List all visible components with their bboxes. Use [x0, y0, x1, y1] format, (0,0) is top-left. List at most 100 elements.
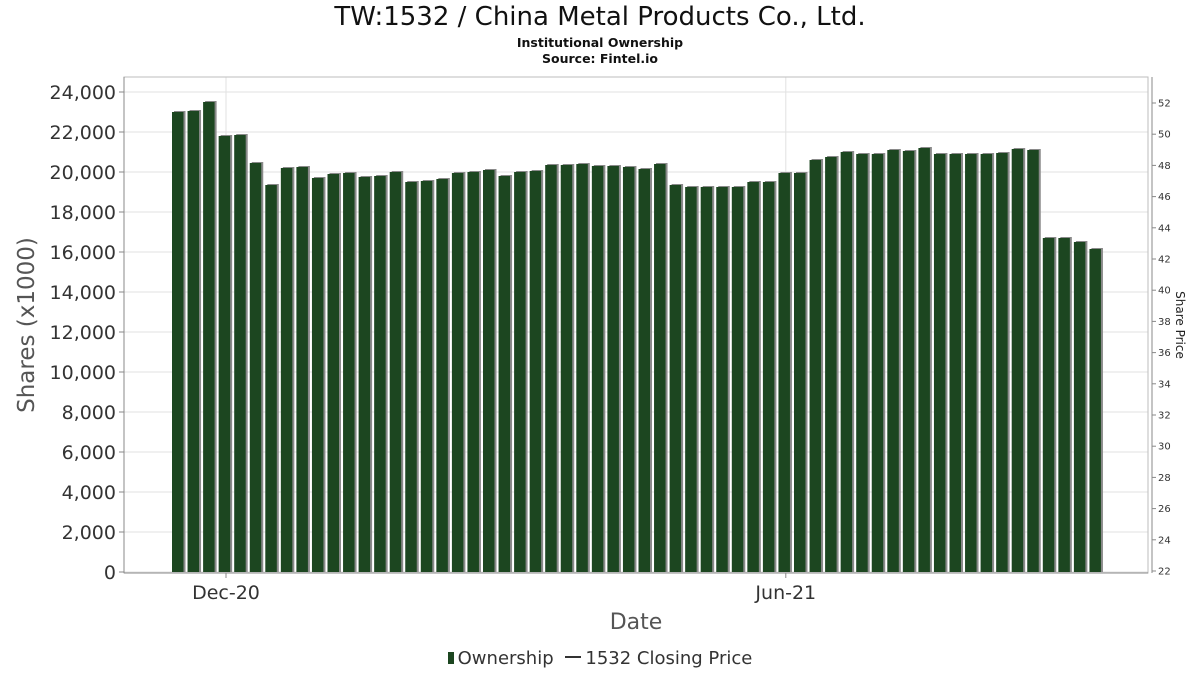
ownership-bar	[794, 173, 806, 572]
ownership-bar	[576, 164, 588, 572]
ownership-bar	[685, 187, 697, 572]
ownership-bar	[1027, 150, 1039, 572]
ownership-bar	[187, 111, 200, 572]
ownership-bar	[809, 160, 822, 572]
ownership-bar	[871, 154, 884, 572]
ownership-bar	[747, 182, 759, 572]
y2-tick-label: 48	[1158, 161, 1171, 172]
y2-tick-label: 36	[1158, 348, 1171, 359]
y2-tick-label: 32	[1158, 411, 1171, 422]
y-tick-label: 24,000	[50, 82, 116, 104]
y2-tick-label: 52	[1158, 99, 1171, 110]
ownership-bar	[498, 176, 511, 572]
y-tick-label: 2,000	[62, 522, 116, 544]
x-axis-title: Date	[610, 610, 663, 635]
y2-tick-label: 40	[1158, 286, 1171, 297]
ownership-bar	[420, 181, 433, 572]
chart-source: Source: Fintel.io	[542, 51, 658, 66]
y2-tick-label: 46	[1158, 192, 1171, 203]
y2-tick-label: 44	[1158, 223, 1171, 234]
y-tick-label: 0	[104, 562, 116, 584]
ownership-bar	[249, 163, 262, 572]
ownership-bar	[405, 182, 417, 572]
y2-tick-label: 38	[1158, 317, 1171, 328]
ownership-bar	[731, 187, 744, 572]
y-tick-label: 14,000	[50, 282, 116, 304]
ownership-bar	[545, 165, 557, 572]
ownership-bar	[825, 157, 837, 572]
legend-item-price[interactable]: 1532 Closing Price	[559, 648, 752, 669]
ownership-bar	[949, 154, 961, 572]
y-tick-label: 12,000	[50, 322, 116, 344]
y2-tick-label: 50	[1158, 130, 1171, 141]
ownership-bar	[778, 173, 790, 572]
ownership-bar	[560, 165, 573, 572]
ownership-bar	[1089, 249, 1101, 572]
ownership-bar	[840, 152, 853, 572]
y2-tick-label: 24	[1158, 535, 1171, 546]
ownership-bar	[887, 150, 899, 572]
ownership-bar	[716, 187, 728, 572]
ownership-bar	[591, 166, 604, 572]
y-tick-label: 20,000	[50, 162, 116, 184]
legend-label-ownership: Ownership	[457, 648, 554, 669]
ownership-bar	[622, 167, 635, 572]
ownership-bar	[374, 176, 386, 572]
legend-item-ownership[interactable]: Ownership	[447, 648, 554, 669]
ownership-bar	[654, 164, 666, 572]
y2-tick-label: 22	[1158, 567, 1171, 578]
ownership-bar	[638, 169, 650, 572]
ownership-bar	[436, 179, 448, 572]
chart-subtitle: Institutional Ownership	[516, 35, 684, 50]
ownership-bar	[203, 102, 215, 572]
ownership-bar	[234, 135, 246, 572]
ownership-bar	[514, 172, 526, 572]
ownership-bar	[856, 154, 868, 572]
ownership-bar	[933, 154, 946, 572]
x-tick-label: Dec-20	[192, 582, 260, 604]
ownership-bar	[327, 174, 339, 572]
ownership-bar	[918, 148, 930, 572]
y2-tick-label: 26	[1158, 504, 1171, 515]
ownership-bar	[529, 171, 542, 572]
ownership-bar	[980, 154, 993, 572]
ownership-bar	[467, 172, 479, 572]
y2-tick-label: 42	[1158, 255, 1171, 266]
ownership-bar	[358, 177, 371, 572]
ownership-bar	[280, 168, 293, 572]
y-tick-label: 22,000	[50, 122, 116, 144]
axes: 0 2,000 4,000 6,000 8,000 10,000 12,000 14,000 1…	[50, 77, 1171, 604]
x-tick-label: Jun-21	[754, 582, 816, 604]
y-tick-label: 6,000	[62, 442, 116, 464]
ownership-bar	[389, 172, 402, 572]
y-tick-label: 8,000	[62, 402, 116, 424]
y-tick-label: 18,000	[50, 202, 116, 224]
ownership-bar	[762, 182, 775, 572]
ownership-bar	[1011, 149, 1024, 572]
ownership-bar	[311, 178, 324, 572]
y2-tick-label: 34	[1158, 379, 1171, 390]
y2-tick-label: 30	[1158, 442, 1171, 453]
ownership-bars	[172, 101, 1103, 572]
ownership-bar	[218, 136, 231, 572]
ownership-bar	[1058, 238, 1070, 572]
ownership-bar	[483, 170, 495, 572]
ownership-bar	[607, 166, 619, 572]
y2-axis-title: Share Price	[1173, 291, 1187, 359]
ownership-bar	[296, 167, 308, 572]
ownership-bar	[172, 112, 184, 572]
price-swatch	[565, 656, 582, 658]
ownership-bar	[965, 154, 977, 572]
y2-tick-label: 28	[1158, 473, 1171, 484]
y-tick-label: 10,000	[50, 362, 116, 384]
y-tick-label: 4,000	[62, 482, 116, 504]
ownership-bar	[1042, 238, 1055, 572]
chart-title: TW:1532 / China Metal Products Co., Ltd.	[334, 2, 866, 32]
legend-label-price: 1532 Closing Price	[585, 648, 753, 669]
ownership-bar	[1073, 242, 1086, 572]
y-axis-title: Shares (x1000)	[14, 237, 40, 413]
ownership-bar	[700, 187, 713, 572]
ownership-bar	[996, 153, 1008, 572]
ownership-swatch	[447, 652, 454, 664]
